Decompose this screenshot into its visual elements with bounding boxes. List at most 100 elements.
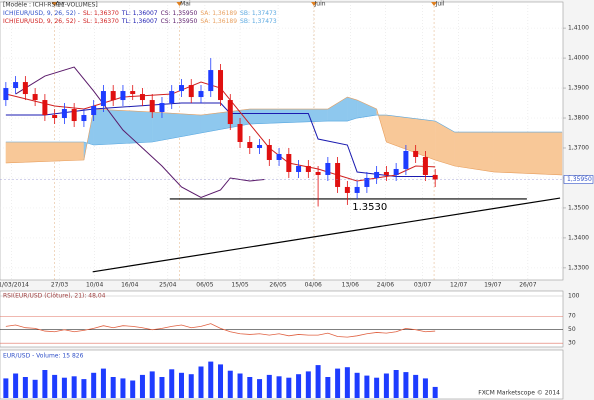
y-tick-label: 1,3400 xyxy=(568,234,589,241)
candle-body xyxy=(266,145,272,160)
month-marker xyxy=(51,2,58,6)
volume-bar xyxy=(403,372,409,398)
candle-body xyxy=(286,153,292,172)
ichimoku-line xyxy=(15,66,265,199)
x-tick-label: 16/04 xyxy=(121,282,138,289)
candle-body xyxy=(100,91,106,107)
candle-body xyxy=(188,85,194,98)
month-marker xyxy=(176,2,183,6)
x-tick-label: 25/04 xyxy=(159,282,176,289)
volume-bar xyxy=(383,373,389,398)
volume-bar xyxy=(227,370,233,398)
volume-bar xyxy=(208,361,214,398)
volume-bar xyxy=(257,379,263,398)
x-tick-label: 10/04 xyxy=(86,282,103,289)
legend-entry: CS: 1,35950 xyxy=(161,10,198,17)
candle-body xyxy=(296,165,302,172)
cloud-segment xyxy=(5,141,85,164)
candle-body xyxy=(3,88,9,101)
candle-body xyxy=(110,91,116,101)
volume-bar xyxy=(169,369,175,398)
candle-body xyxy=(383,171,389,175)
last-price-box xyxy=(563,175,594,184)
x-tick-label: 03/07 xyxy=(414,282,431,289)
candle-body xyxy=(325,162,331,175)
volume-bar xyxy=(42,370,48,398)
candle-body xyxy=(198,91,204,98)
volume-bar xyxy=(120,378,126,398)
cloud-edge xyxy=(5,96,563,176)
legend-row: ICH(EUR/USD, 9, 26, 52) - SL: 1,36370 TL: … xyxy=(3,18,277,25)
candle-body xyxy=(71,109,77,122)
candle-body xyxy=(42,100,48,116)
last-price-label: 1,35950 xyxy=(567,176,592,183)
cloud-segment xyxy=(454,131,494,173)
volume-bar xyxy=(159,377,165,398)
volume-bar xyxy=(13,373,19,398)
candle-body xyxy=(335,162,341,187)
volume-bar xyxy=(344,367,350,398)
x-tick-label: 12/07 xyxy=(450,282,467,289)
footer: FXCM Marketscope © 2014 xyxy=(478,390,560,397)
candle-body xyxy=(276,153,282,160)
x-tick-label: 24/06 xyxy=(377,282,394,289)
x-tick-label: 13/06 xyxy=(342,282,359,289)
candle-body xyxy=(61,109,67,119)
volume-bar xyxy=(22,377,28,398)
candle-body xyxy=(432,174,438,180)
month-label: Juil xyxy=(435,1,445,8)
legend-entry: ICH(EUR/USD, 9, 26, 52) - xyxy=(3,18,80,25)
candle-body xyxy=(257,145,263,148)
month-marker xyxy=(431,2,438,6)
volume-bar xyxy=(218,364,224,398)
legend-entry: SA: 1,36189 xyxy=(200,10,237,17)
rsi-line xyxy=(5,323,436,338)
volume-bar xyxy=(32,379,38,398)
candle-body xyxy=(120,91,126,101)
volume-bar xyxy=(276,376,282,398)
trend-line xyxy=(92,197,561,273)
volume-bar xyxy=(422,378,428,398)
candle-body xyxy=(91,106,97,116)
x-tick-label: 19/07 xyxy=(484,282,501,289)
candle-body xyxy=(178,85,184,92)
candle-body xyxy=(32,94,38,101)
y-tick-label: 1,3500 xyxy=(568,204,589,211)
volume-bar xyxy=(188,374,194,398)
volume-bar xyxy=(3,378,9,398)
candle-body xyxy=(422,156,428,175)
ichimoku-line xyxy=(5,102,436,177)
x-tick-label: 11/03/2014 xyxy=(0,282,29,289)
candle-body xyxy=(247,142,253,148)
volume-bar xyxy=(266,374,272,398)
x-tick-label: 15/05 xyxy=(231,282,248,289)
y-tick-label: 1,3700 xyxy=(568,144,589,151)
candle-body xyxy=(403,150,409,169)
rsi-tick-label: 50 xyxy=(568,326,576,333)
rsi-tick-label: 100 xyxy=(568,293,580,300)
x-tick-label: 06/05 xyxy=(196,282,213,289)
volume-bar xyxy=(286,377,292,398)
rsi-tick-label: 30 xyxy=(568,340,576,347)
volume-bar xyxy=(413,374,419,398)
volume-bar xyxy=(198,366,204,398)
volume-bar xyxy=(91,372,97,398)
volume-bar xyxy=(130,380,136,398)
legend-entry: SL: 1,36370 xyxy=(83,10,119,17)
x-tick-label: 26/07 xyxy=(519,282,536,289)
y-tick-label: 1,3800 xyxy=(568,115,589,122)
volume-bar xyxy=(305,371,311,398)
rsi-panel xyxy=(0,290,564,348)
candle-body xyxy=(22,82,28,95)
volume-bar xyxy=(81,379,87,398)
month-marker xyxy=(311,2,318,6)
y-tick-label: 1,3900 xyxy=(568,85,589,92)
candle-body xyxy=(81,115,87,122)
candle-body xyxy=(227,100,233,125)
legend-entry: TL: 1,36007 xyxy=(121,10,158,17)
volume-bar xyxy=(52,374,58,398)
volume-bar xyxy=(393,370,399,398)
month-label: Avr xyxy=(56,1,66,8)
candle-body xyxy=(52,115,58,119)
